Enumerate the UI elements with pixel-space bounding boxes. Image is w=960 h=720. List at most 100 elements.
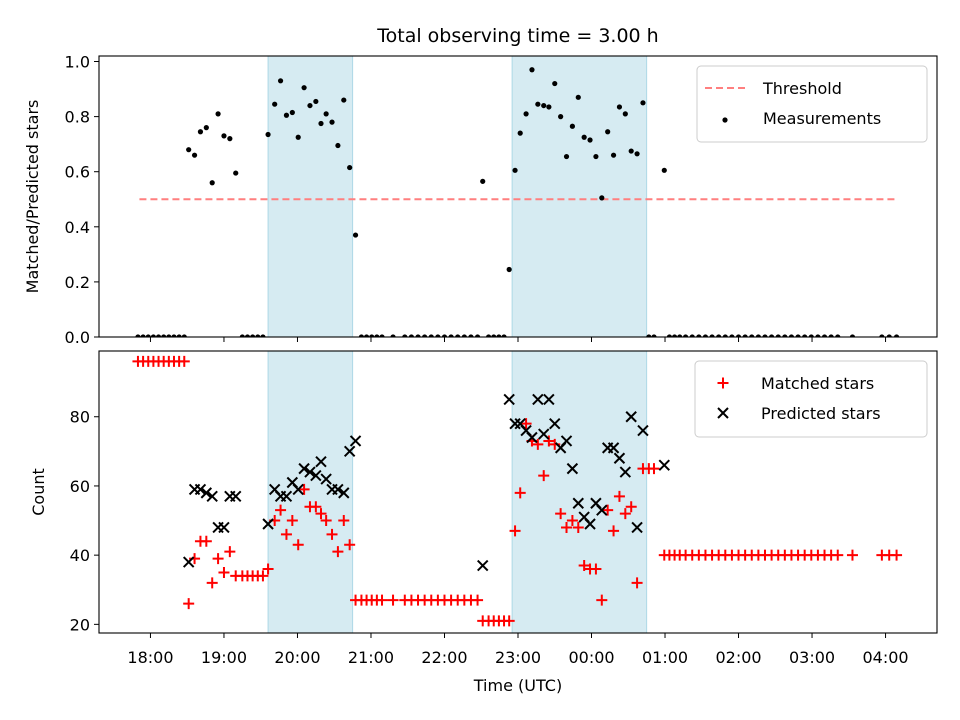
matched-stars-point — [520, 418, 532, 430]
predicted-stars-point — [526, 431, 538, 444]
measurement-point — [347, 164, 353, 171]
measurement-point — [529, 67, 535, 73]
measurement-point — [323, 111, 329, 117]
measurement-point — [135, 334, 141, 337]
measurement-point — [722, 334, 728, 337]
measurement-point — [646, 334, 652, 337]
matched-stars-point — [514, 487, 526, 499]
matched-stars-point — [532, 438, 544, 450]
measurement-point — [150, 334, 156, 337]
matched-stars-point — [509, 525, 521, 537]
measurement-point — [215, 111, 221, 117]
measurement-point — [828, 334, 834, 337]
matched-stars-point — [602, 504, 614, 516]
matched-stars-point — [298, 483, 310, 495]
predicted-stars-point — [310, 469, 322, 482]
measurement-point — [815, 334, 821, 337]
x-tick-label: 03:00 — [789, 648, 835, 667]
count-panel: 18:00 19:00 20:00 21:00 22:00 23:00 00:00 01:00… — [29, 350, 938, 667]
predicted-stars-point — [349, 435, 362, 447]
measurement-point — [702, 334, 709, 337]
legend-label: Measurements — [763, 109, 881, 128]
predicted-stars-point — [658, 459, 670, 471]
predicted-stars-point — [584, 518, 596, 530]
predicted-stars-point — [631, 521, 643, 534]
measurement-point — [683, 334, 689, 337]
measurement-point — [422, 334, 428, 337]
measurement-point — [610, 152, 617, 158]
measurement-point — [313, 98, 319, 105]
measurement-point — [250, 334, 256, 337]
measurement-point — [616, 104, 623, 110]
measurement-point — [166, 334, 172, 337]
predicted-stars-point — [298, 462, 310, 475]
matched-stars-point — [648, 463, 660, 475]
measurement-point — [541, 102, 547, 109]
measurement-point — [468, 334, 474, 337]
measurement-point — [307, 102, 313, 109]
predicted-stars-point — [262, 518, 274, 530]
matched-stars-point — [590, 563, 602, 575]
measurement-point — [795, 334, 801, 337]
matched-stars-point — [280, 528, 292, 540]
predicted-stars-point — [560, 435, 573, 447]
predicted-stars-point — [625, 411, 637, 423]
chart-title: Total observing time = 3.00 h — [376, 25, 658, 47]
predicted-stars-point — [332, 483, 344, 496]
matched-stars-point — [178, 355, 190, 367]
measurement-point — [374, 334, 380, 337]
matched-stars-point — [625, 501, 637, 513]
predicted-stars-point — [194, 483, 207, 496]
plot-area — [135, 56, 900, 337]
measurement-point — [523, 111, 529, 117]
x-tick-label: 04:00 — [862, 648, 908, 667]
measurement-point — [496, 334, 502, 337]
measurement-point — [203, 125, 209, 131]
predicted-stars-point — [292, 483, 304, 496]
matched-stars-point — [555, 508, 567, 520]
x-tick-label: 20:00 — [274, 648, 320, 667]
measurement-point — [455, 334, 461, 337]
measurement-point — [661, 167, 667, 173]
predicted-stars-point — [532, 393, 544, 406]
x-tick-label: 23:00 — [495, 648, 541, 667]
matched-stars-point — [275, 504, 287, 516]
y-tick-label: 0.6 — [65, 163, 90, 182]
measurement-point — [709, 334, 715, 337]
measurement-point — [390, 334, 396, 337]
matched-stars-point — [538, 470, 550, 482]
x-tick-label: 19:00 — [201, 648, 247, 667]
measurement-point — [587, 137, 593, 143]
measurement-point — [802, 334, 808, 337]
legend-matched-swatch — [717, 377, 729, 389]
observing-window-band — [511, 351, 648, 633]
measurement-point — [352, 232, 359, 238]
predicted-stars-point — [320, 473, 332, 485]
matched-stars-point — [566, 515, 578, 527]
y-axis-label: Count — [29, 468, 48, 516]
y-tick-label: 0.2 — [65, 273, 90, 292]
measurement-point — [272, 101, 278, 107]
measurement-point — [879, 334, 885, 337]
measurement-point — [435, 334, 441, 337]
y-tick-label: 0.4 — [65, 218, 90, 237]
matched-stars-point — [344, 539, 356, 551]
measurement-point — [517, 130, 523, 136]
predicted-stars-point — [343, 445, 356, 458]
predicted-stars-point — [596, 504, 608, 516]
predicted-stars-point — [538, 428, 550, 440]
measurement-point — [622, 111, 628, 117]
measurement-point — [358, 334, 365, 337]
legend-label: Predicted stars — [761, 404, 881, 423]
measurement-point — [775, 334, 781, 337]
predicted-stars-point — [503, 393, 515, 406]
y-tick-label: 80 — [70, 408, 90, 427]
measurement-point — [260, 334, 266, 337]
measurement-point — [145, 334, 151, 337]
measurement-point — [363, 334, 370, 337]
measurement-point — [546, 104, 552, 110]
measurement-point — [295, 134, 301, 140]
measurement-point — [716, 334, 722, 337]
measurement-point — [329, 119, 335, 125]
measurement-point — [448, 334, 454, 337]
